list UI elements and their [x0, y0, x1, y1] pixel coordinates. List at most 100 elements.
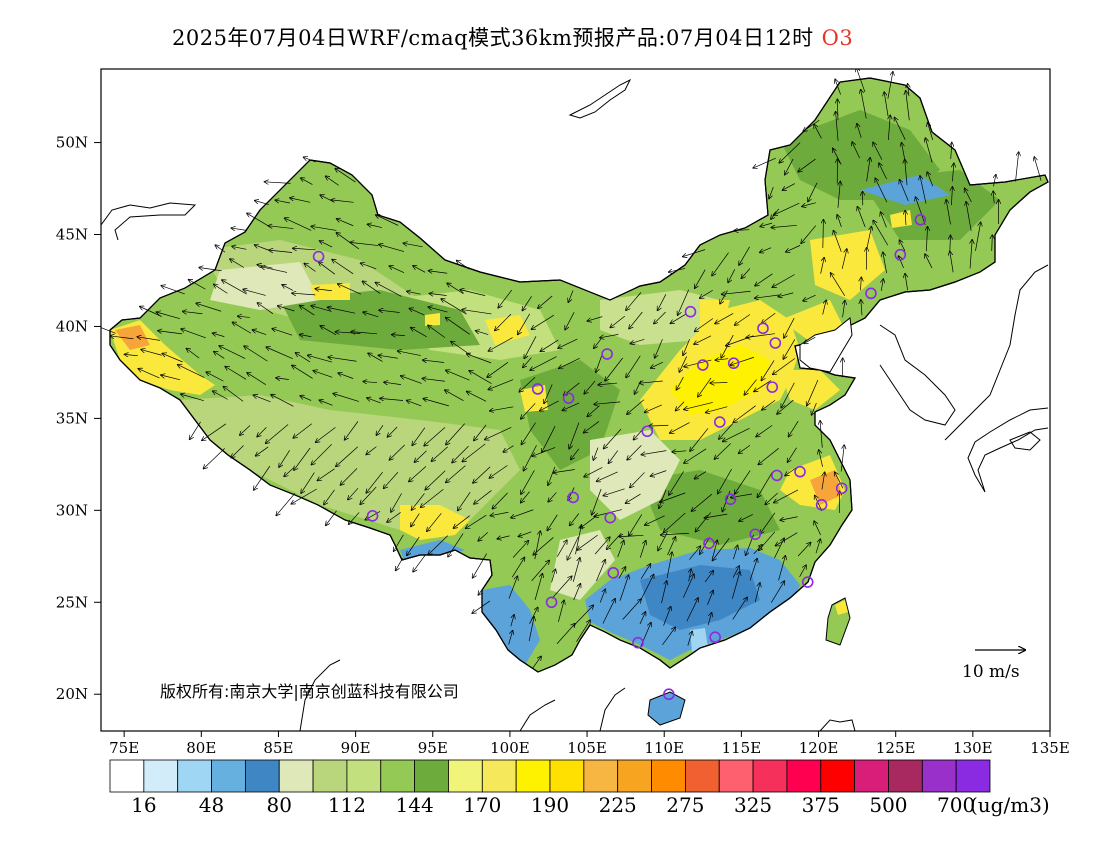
wind-arrow	[965, 188, 972, 203]
wind-arrow	[407, 400, 422, 407]
wind-arrow	[970, 240, 972, 269]
wind-arrow	[363, 381, 378, 382]
wind-arrow	[773, 202, 800, 215]
station-marker	[769, 337, 782, 349]
wind-arrow	[905, 211, 906, 226]
wind-arrow	[788, 421, 799, 437]
wind-arrow	[524, 336, 537, 358]
wind-arrow	[467, 391, 487, 402]
wind-scale-label: 10 m/s	[962, 662, 1020, 682]
wind-arrow	[596, 560, 605, 582]
wind-arrow	[521, 491, 530, 503]
colorbar-unit: (ug/m3)	[970, 793, 1050, 817]
wind-arrow	[861, 90, 867, 119]
wind-arrow	[778, 292, 794, 297]
wind-arrow	[225, 367, 247, 380]
wind-arrow	[199, 267, 222, 272]
wind-arrow	[587, 316, 603, 321]
wind-arrow	[367, 224, 382, 228]
wind-arrow	[898, 256, 904, 269]
wind-arrow	[203, 448, 225, 468]
wind-arrow	[683, 249, 706, 257]
wind-arrow	[815, 495, 823, 512]
wind-arrow	[252, 330, 267, 336]
wind-arrow	[888, 115, 890, 140]
colorbar-swatch	[752, 759, 788, 793]
wind-arrow	[336, 233, 360, 250]
wind-arrow	[290, 198, 311, 203]
wind-arrow	[630, 472, 645, 487]
wind-arrow	[879, 163, 887, 180]
colorbar-swatch	[718, 759, 754, 793]
wind-arrow	[783, 339, 796, 359]
wind-arrow	[268, 226, 294, 229]
wind-arrow	[662, 627, 675, 646]
wind-arrow	[462, 310, 492, 315]
wind-arrow	[282, 285, 294, 291]
wind-arrow	[489, 465, 508, 478]
wind-arrow	[814, 521, 821, 536]
wind-arrow	[424, 427, 446, 446]
wind-arrow	[712, 252, 729, 276]
wind-arrow	[773, 358, 796, 374]
wind-arrow	[161, 375, 181, 381]
colorbar-swatch	[651, 759, 686, 793]
wind-arrow	[856, 69, 866, 93]
wind-arrow	[503, 445, 514, 452]
wind-arrow	[712, 540, 717, 558]
wind-arrow	[336, 446, 359, 467]
wind-arrow	[695, 269, 706, 289]
wind-arrow	[686, 598, 698, 622]
wind-arrow	[712, 538, 730, 560]
wind-arrow	[378, 355, 398, 359]
lon-label: 90E	[341, 739, 371, 757]
wind-arrow	[596, 355, 603, 373]
colorbar-label: 275	[666, 793, 704, 817]
wind-arrow	[551, 569, 556, 583]
wind-arrow	[733, 545, 737, 560]
station-marker	[312, 250, 325, 263]
wind-arrow	[772, 274, 795, 287]
wind-arrow	[728, 269, 736, 282]
wind-arrow	[452, 445, 469, 463]
wind-arrow	[266, 347, 293, 359]
lon-label: 75E	[109, 739, 139, 757]
wind-arrow	[254, 465, 271, 490]
lon-label: 105E	[567, 739, 607, 757]
colorbar-label: 112	[328, 793, 366, 817]
wind-arrow	[558, 338, 578, 348]
colorbar-label: 700	[937, 793, 975, 817]
wind-arrow	[819, 450, 823, 467]
wind-arrow	[852, 142, 860, 159]
station-marker	[766, 381, 779, 393]
wind-arrow	[823, 220, 824, 248]
colorbar-label: 500	[869, 793, 907, 817]
wind-arrow	[254, 245, 269, 251]
station-marker	[601, 348, 613, 360]
wind-arrow	[328, 357, 357, 362]
wind-arrow	[707, 590, 713, 605]
wind-arrow	[894, 117, 906, 140]
station-marker	[749, 528, 762, 541]
wind-arrow	[467, 354, 492, 364]
wind-arrow	[602, 599, 615, 624]
wind-arrow	[875, 178, 888, 203]
wind-arrow	[950, 251, 954, 273]
wind-arrow	[368, 353, 383, 362]
wind-arrow	[162, 353, 183, 363]
wind-arrow	[292, 365, 313, 379]
wind-arrow	[866, 226, 872, 249]
wind-arrow	[304, 263, 316, 272]
wind-arrow	[490, 406, 514, 411]
wind-arrow	[762, 400, 776, 409]
wind-arrow	[654, 311, 666, 324]
wind-arrow	[181, 394, 204, 402]
wind-arrow	[243, 289, 266, 296]
wind-arrow	[301, 178, 313, 185]
wind-arrow	[815, 539, 820, 554]
wind-arrow	[975, 222, 980, 251]
wind-arrow	[946, 200, 951, 225]
wind-arrow	[618, 567, 626, 579]
colorbar-swatch	[481, 759, 517, 793]
wind-arrow	[411, 328, 427, 338]
